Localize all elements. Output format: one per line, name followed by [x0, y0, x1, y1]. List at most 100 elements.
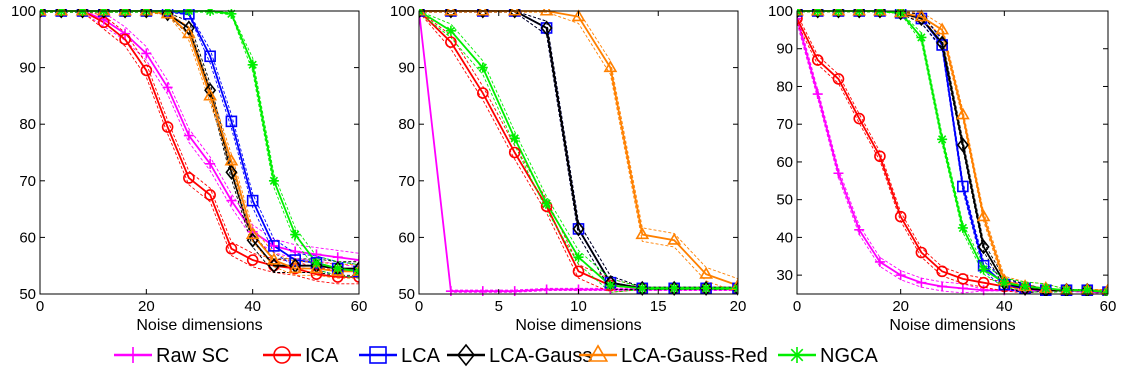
band-upper-lca-gauss	[419, 10, 738, 288]
data-point-lca-gauss-red	[507, 9, 522, 16]
series-line-lca	[419, 10, 738, 290]
data-point-raw-sc	[812, 89, 823, 100]
y-tick-label: 100	[390, 3, 415, 20]
series-line-lca-gauss-red	[40, 10, 359, 273]
data-point-lca-gauss-red	[571, 9, 586, 22]
y-tick-label: 100	[11, 3, 36, 20]
data-point-ngca	[937, 134, 948, 145]
data-point-lca-gauss	[182, 20, 195, 36]
y-tick-label: 80	[398, 116, 415, 133]
band-upper-lca-gauss	[797, 10, 1108, 292]
data-point-lca-gauss-red	[797, 9, 804, 16]
series-line-ngca	[797, 10, 1108, 294]
data-point-lca-gauss-red	[203, 88, 218, 101]
y-tick-label: 60	[776, 154, 793, 171]
series-line-lca-gauss	[419, 10, 738, 290]
x-axis-label: Noise dimensions	[515, 317, 641, 334]
data-point-ica	[977, 276, 990, 289]
legend-marker	[125, 347, 141, 363]
data-point-ngca	[509, 133, 520, 144]
x-tick-label: 10	[570, 298, 587, 315]
data-point-ica	[161, 121, 174, 133]
data-point-raw-sc	[874, 256, 885, 267]
y-tick-label: 70	[776, 116, 793, 133]
data-point-raw-sc	[141, 48, 152, 59]
data-point-ngca	[332, 263, 343, 274]
data-point-lca-gauss-red	[419, 9, 426, 16]
band-upper-ngca	[797, 10, 1108, 292]
data-point-ica	[853, 112, 866, 125]
legend-label: LCA-Gauss-Red	[621, 345, 768, 367]
data-point-ica	[445, 36, 457, 48]
x-tick-label: 40	[996, 298, 1013, 315]
data-point-raw-sc	[354, 255, 359, 266]
data-point-ica	[894, 210, 907, 223]
data-point-raw-sc	[833, 168, 844, 179]
y-tick-label: 100	[768, 3, 793, 20]
data-point-lca-gauss	[97, 9, 110, 19]
band-upper-lca	[797, 10, 1108, 292]
data-point-ngca	[1082, 285, 1093, 296]
data-point-ica	[957, 273, 969, 285]
band-upper-ngca	[40, 10, 359, 266]
data-point-ica	[225, 242, 238, 255]
data-point-raw-sc	[854, 224, 865, 235]
data-point-lca-gauss	[119, 9, 132, 19]
series-line-lca-gauss	[40, 10, 359, 270]
series-group	[797, 9, 1108, 296]
data-point-lca-gauss	[873, 9, 886, 19]
data-point-raw-sc	[183, 130, 194, 141]
data-point-lca-gauss	[508, 9, 521, 19]
axes-frame	[796, 10, 1109, 295]
data-point-ica	[874, 150, 886, 163]
y-tick-label: 70	[19, 173, 36, 190]
band-upper-raw-sc	[419, 10, 738, 291]
data-point-raw-sc	[957, 283, 968, 294]
data-point-lca	[204, 50, 216, 63]
band-lower-lca-gauss-red	[797, 11, 1108, 294]
data-point-ngca	[541, 198, 552, 209]
y-tick-label: 70	[398, 173, 415, 190]
data-point-ngca	[669, 283, 680, 294]
data-point-raw-sc	[162, 82, 173, 93]
data-point-lca-gauss	[1081, 282, 1094, 296]
data-point-lca-gauss	[811, 9, 824, 19]
band-lower-raw-sc	[419, 12, 738, 293]
chart-panel-2: 50 60 70 80 90 100 0 5 10 15 20 Noise dimensions	[390, 3, 746, 334]
data-point-lca-gauss	[977, 239, 990, 255]
data-point-lca-gauss-red	[267, 252, 281, 265]
data-point-ngca	[445, 25, 456, 36]
band-lower-lca	[797, 11, 1108, 294]
y-tick-label: 30	[776, 267, 793, 284]
series-line-ica	[419, 10, 738, 290]
data-point-lca-gauss-red	[288, 261, 303, 274]
data-point-lca-gauss-red	[699, 266, 713, 279]
y-tick-label: 40	[776, 229, 793, 246]
data-point-raw-sc	[509, 286, 520, 296]
y-tick-label: 50	[398, 286, 415, 303]
data-point-raw-sc	[205, 158, 216, 169]
band-lower-lca-gauss	[419, 11, 738, 290]
data-point-ngca	[1020, 281, 1031, 292]
data-point-ngca	[477, 62, 488, 73]
series-line-raw-sc	[797, 18, 1108, 294]
x-axis-label: Noise dimensions	[136, 317, 262, 334]
y-tick-label: 80	[19, 116, 36, 133]
data-point-ngca	[637, 283, 648, 294]
band-lower-ngca	[797, 11, 1108, 294]
data-point-lca	[268, 240, 280, 252]
legend-item-lca: LCA	[359, 345, 441, 367]
band-lower-raw-sc	[797, 22, 1108, 294]
data-point-ngca	[605, 280, 616, 291]
data-point-ngca	[573, 252, 584, 263]
data-point-lca-gauss	[204, 82, 217, 98]
x-tick-label: 60	[351, 298, 368, 315]
band-lower-ngca	[419, 11, 738, 293]
band-lower-lca-gauss-red	[419, 11, 738, 293]
data-point-raw-sc	[445, 286, 456, 296]
x-tick-label: 0	[415, 298, 423, 315]
data-point-lca-gauss	[636, 280, 649, 296]
data-point-lca	[289, 254, 302, 266]
legend-label: Raw SC	[156, 345, 229, 367]
chart-panel-1: 50 60 70 80 90 100 0 20 40 60 Noise dimensions	[11, 3, 367, 334]
